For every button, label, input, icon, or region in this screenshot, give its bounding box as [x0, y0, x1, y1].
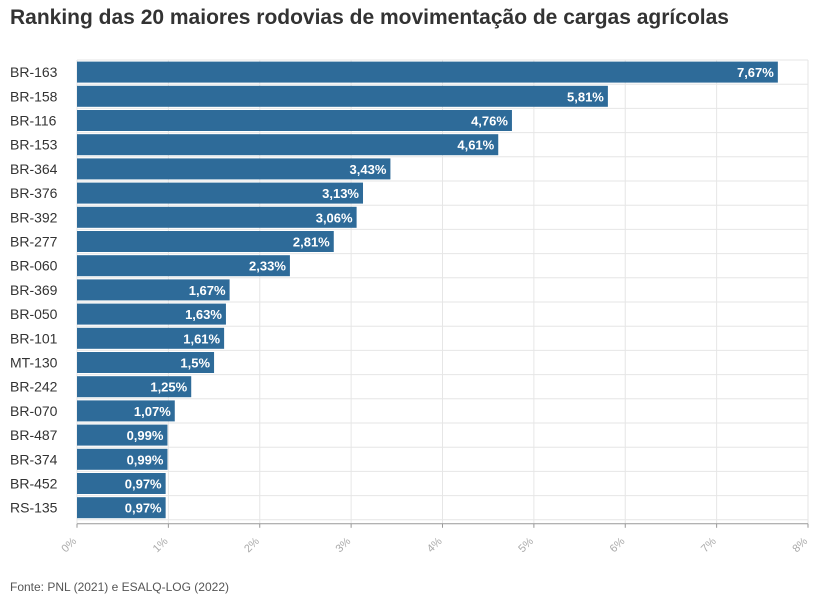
bar: [77, 85, 608, 107]
bar: [77, 158, 391, 180]
bar-value-label: 1,5%: [180, 356, 210, 371]
bar: [77, 182, 364, 204]
bar-value-label: 0,99%: [127, 452, 164, 467]
category-label: BR-392: [10, 209, 58, 225]
bar-value-label: 1,63%: [185, 307, 222, 322]
category-label: BR-452: [10, 476, 58, 492]
x-tick-label: 7%: [699, 535, 719, 555]
bar: [77, 255, 290, 277]
bar-value-label: 5,81%: [567, 89, 604, 104]
category-label: RS-135: [10, 500, 58, 516]
bar-value-label: 0,99%: [127, 428, 164, 443]
bar-value-label: 1,61%: [183, 331, 220, 346]
bar-value-label: 0,97%: [125, 501, 162, 516]
bar: [77, 448, 168, 470]
bar-value-label: 4,61%: [457, 138, 494, 153]
category-label: BR-070: [10, 403, 58, 419]
category-label: BR-060: [10, 258, 58, 274]
bar: [77, 303, 226, 325]
x-tick-label: 4%: [425, 535, 445, 555]
category-label: BR-277: [10, 234, 58, 250]
bar: [77, 497, 166, 519]
bar: [77, 473, 166, 494]
category-label: BR-487: [10, 427, 58, 443]
bar: [77, 327, 225, 349]
bar: [77, 352, 215, 373]
bar-value-label: 3,13%: [322, 186, 359, 201]
bar-value-label: 7,67%: [737, 65, 774, 80]
category-label: BR-116: [10, 113, 57, 129]
category-label: BR-242: [10, 379, 58, 395]
x-tick-label: 8%: [790, 535, 810, 555]
bar-value-label: 1,67%: [189, 283, 226, 298]
category-label: BR-101: [10, 330, 58, 346]
chart-title: Ranking das 20 maiores rodovias de movim…: [10, 6, 729, 29]
category-label: BR-364: [10, 161, 58, 177]
x-tick-label: 3%: [334, 535, 354, 555]
category-label: MT-130: [10, 355, 58, 371]
x-tick-label: 6%: [608, 535, 628, 555]
category-label: BR-369: [10, 282, 58, 298]
x-tick-label: 0%: [59, 535, 79, 555]
bar: [77, 279, 230, 301]
bar-value-label: 2,33%: [249, 259, 286, 274]
bar: [77, 424, 168, 446]
bar: [77, 61, 778, 83]
bar-chart: 7,67% BR-163 5,81% BR-158 4,76% BR-116 4,61% BR…: [10, 59, 810, 555]
bar-value-label: 1,07%: [134, 404, 171, 419]
bar-value-label: 2,81%: [293, 235, 330, 250]
category-label: BR-153: [10, 137, 58, 153]
bar: [77, 231, 334, 252]
category-label: BR-050: [10, 306, 58, 322]
bar-value-label: 0,97%: [125, 477, 162, 492]
bar-value-label: 1,25%: [150, 380, 187, 395]
bar: [77, 376, 192, 398]
bar-value-label: 4,76%: [471, 114, 508, 129]
source-note: Fonte: PNL (2021) e ESALQ-LOG (2022): [10, 580, 229, 594]
x-tick-label: 5%: [516, 535, 536, 555]
bar-value-label: 3,06%: [316, 210, 353, 225]
x-tick-label: 1%: [151, 535, 171, 555]
category-label: BR-158: [10, 88, 58, 104]
bar: [77, 206, 357, 228]
category-label: BR-163: [10, 64, 58, 80]
bar: [77, 400, 175, 422]
category-label: BR-376: [10, 185, 58, 201]
bar-value-label: 3,43%: [350, 162, 387, 177]
x-tick-label: 2%: [242, 535, 262, 555]
category-label: BR-374: [10, 451, 58, 467]
bar: [77, 134, 499, 156]
bar: [77, 110, 512, 131]
